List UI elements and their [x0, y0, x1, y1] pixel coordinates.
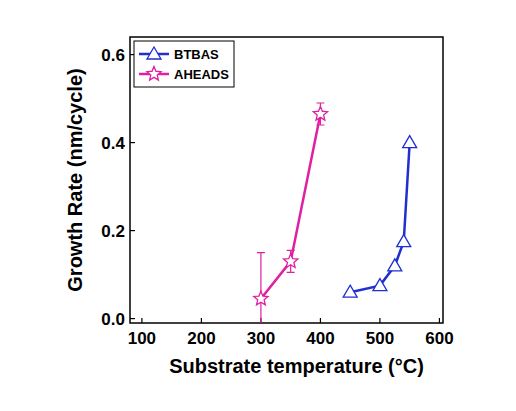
- chart-root: 100 200 300 400 500 600 0.0 0.2 0.4 0.6 Substrate …: [0, 0, 516, 411]
- y-tick-label: 0.4: [101, 134, 125, 153]
- x-tick-label: 300: [247, 329, 275, 348]
- error-bar: [257, 253, 265, 323]
- data-point: [284, 254, 298, 268]
- y-tick-label: 0.6: [101, 46, 125, 65]
- legend-marker: [147, 67, 161, 81]
- data-point: [254, 291, 268, 305]
- series-line: [350, 143, 410, 293]
- x-tick: [439, 318, 440, 323]
- data-point: [397, 235, 411, 247]
- data-point: [313, 107, 327, 121]
- x-tick-label: 200: [187, 329, 215, 348]
- x-tick-label: 600: [425, 329, 453, 348]
- x-tick: [320, 318, 321, 323]
- legend-label: BTBAS: [174, 47, 219, 62]
- x-tick: [201, 318, 202, 323]
- y-tick: [130, 318, 135, 319]
- legend: BTBAS AHEADS: [134, 41, 234, 87]
- legend-marker: [147, 47, 161, 59]
- x-tick: [141, 318, 142, 323]
- data-point: [388, 259, 402, 271]
- y-tick: [130, 142, 135, 143]
- y-tick-label: 0.2: [101, 222, 125, 241]
- x-tick: [379, 318, 380, 323]
- series-line: [261, 114, 321, 299]
- plot-frame: [130, 37, 443, 323]
- y-axis-label: Growth Rate (nm/cycle): [64, 68, 86, 291]
- y-tick-label: 0.0: [101, 310, 125, 329]
- x-axis-label: Substrate temperature (°C): [169, 355, 424, 377]
- chart: 100 200 300 400 500 600 0.0 0.2 0.4 0.6 Substrate …: [0, 0, 516, 411]
- x-tick-label: 400: [306, 329, 334, 348]
- x-tick-label: 500: [366, 329, 394, 348]
- x-tick-label: 100: [128, 329, 156, 348]
- plot-area: [254, 103, 417, 323]
- data-point: [403, 136, 417, 148]
- data-point: [373, 279, 387, 291]
- data-point: [343, 285, 357, 297]
- legend-label: AHEADS: [174, 67, 229, 82]
- y-tick: [130, 230, 135, 231]
- legend-box: [134, 41, 234, 87]
